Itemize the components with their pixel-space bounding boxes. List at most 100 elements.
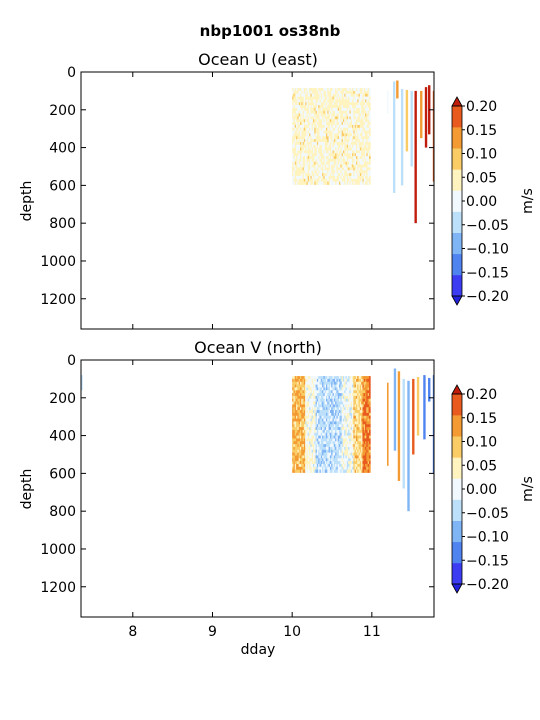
field-cell [293, 119, 296, 123]
field-cell [337, 156, 340, 160]
field-cell [312, 173, 315, 177]
field-cell [320, 141, 323, 146]
field-cell [342, 139, 345, 143]
y-tick-label: 400 [49, 141, 76, 157]
field-cell [341, 156, 344, 160]
field-cell [318, 167, 320, 171]
field-cell [362, 441, 365, 445]
field-cell [355, 141, 358, 146]
field-cell [299, 432, 302, 436]
field-cell [340, 378, 343, 383]
field-cell [296, 384, 298, 388]
field-cell [362, 395, 365, 400]
field-cell [352, 407, 354, 411]
field-cell [297, 466, 300, 471]
field-cell [302, 119, 305, 123]
field-cell [328, 170, 331, 174]
field-cell [294, 107, 297, 112]
field-cell [350, 435, 353, 439]
field-cell [368, 410, 371, 414]
field-cell [355, 139, 358, 143]
field-cell [318, 144, 320, 148]
field-cell [344, 136, 346, 140]
field-cell [299, 418, 302, 422]
field-cell [361, 181, 363, 185]
field-cell [292, 141, 294, 146]
field-cell [335, 170, 337, 174]
field-cell [349, 446, 352, 451]
field-cell [357, 466, 359, 471]
field-cell [365, 170, 367, 174]
field-cell [312, 455, 315, 459]
field-cell [335, 141, 337, 146]
field-cell [361, 119, 363, 123]
field-cell [333, 144, 336, 148]
field-cell [299, 427, 302, 431]
field-cell [333, 96, 336, 100]
field-cell [328, 110, 331, 114]
field-cell [335, 133, 337, 137]
field-cell [348, 175, 350, 180]
field-cell [358, 452, 361, 456]
field-cell [318, 466, 320, 471]
field-cell [359, 378, 362, 383]
field-cell [306, 461, 309, 465]
field-cell [326, 390, 328, 394]
field-cell [340, 438, 343, 442]
field-cell [310, 407, 313, 411]
field-cell [303, 170, 306, 174]
field-cell [344, 93, 346, 97]
field-cell [342, 376, 345, 380]
field-cell [309, 110, 311, 114]
field-cell [316, 153, 319, 157]
field-cell [327, 136, 330, 140]
field-cell [319, 438, 322, 442]
field-cell [358, 446, 361, 451]
field-cell [358, 429, 361, 434]
field-cell [299, 102, 302, 106]
field-cell [305, 387, 307, 391]
field-cell [311, 461, 314, 465]
field-cell [293, 164, 296, 168]
field-cell [349, 175, 352, 180]
field-cell [297, 110, 300, 114]
panel-title: Ocean U (east) [198, 50, 318, 69]
field-cell [365, 116, 367, 120]
field-cell [319, 93, 322, 97]
field-cell [306, 458, 309, 462]
field-cell [353, 88, 356, 92]
field-cell [344, 105, 346, 109]
field-cell [293, 175, 296, 180]
field-cell [350, 136, 353, 140]
field-cell [346, 427, 349, 431]
field-cell [361, 469, 363, 473]
field-cell [354, 167, 357, 171]
field-cell [350, 90, 353, 95]
field-cell [365, 113, 367, 117]
field-cell [335, 461, 337, 465]
field-cell [319, 398, 322, 402]
field-cell [335, 127, 337, 131]
field-cell [324, 167, 327, 171]
field-cell [331, 404, 333, 408]
field-cell [319, 113, 322, 117]
field-cell [324, 452, 327, 456]
field-cell [296, 110, 298, 114]
data-column [405, 89, 409, 152]
field-cell [324, 421, 327, 425]
field-cell [307, 438, 310, 442]
field-cell [320, 401, 323, 405]
field-cell [298, 376, 301, 380]
field-cell [367, 141, 370, 146]
field-cell [331, 119, 333, 123]
field-cell [306, 124, 309, 129]
field-cell [319, 410, 322, 414]
field-cell [307, 390, 310, 394]
field-cell [348, 435, 350, 439]
field-cell [359, 127, 362, 131]
field-cell [306, 99, 309, 103]
field-cell [353, 181, 356, 185]
field-cell [292, 178, 294, 183]
field-cell [355, 144, 358, 148]
field-cell [357, 119, 359, 123]
